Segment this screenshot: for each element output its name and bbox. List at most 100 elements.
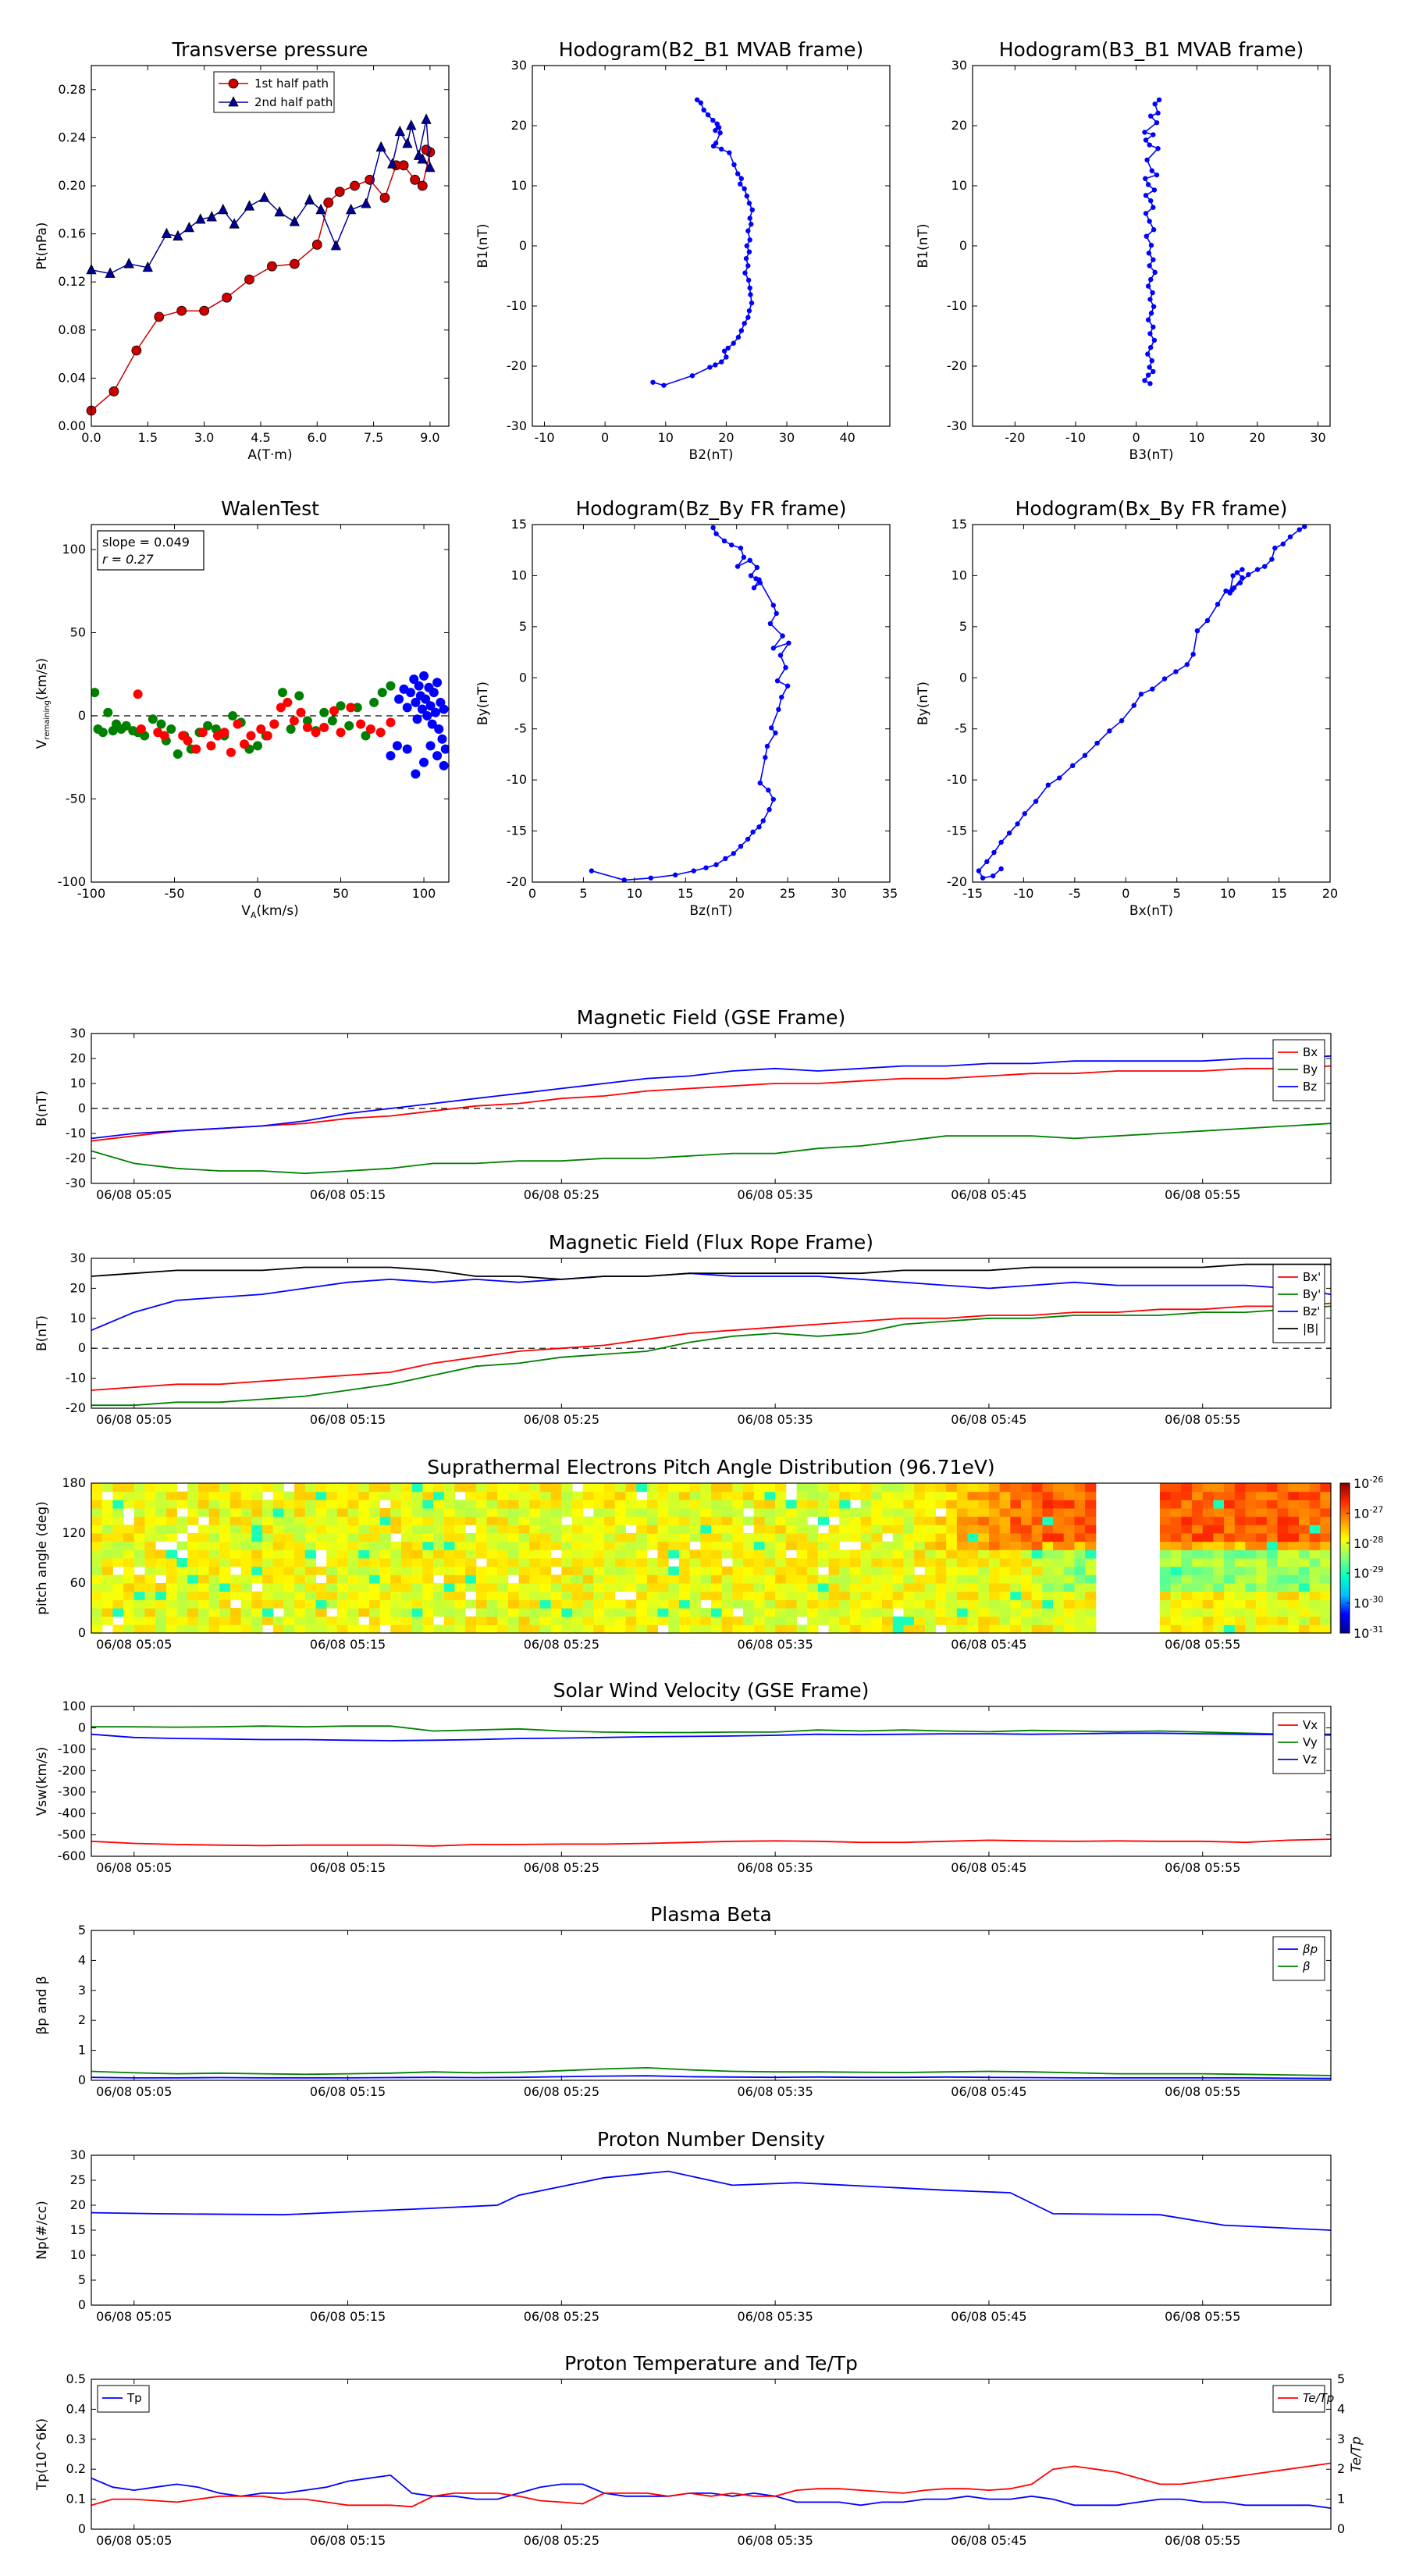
x-tick-label: -10 (1065, 430, 1086, 445)
data-point (717, 130, 723, 136)
heatmap-cell (657, 1608, 669, 1617)
heatmap-cell (1245, 1541, 1257, 1550)
heatmap-cell (625, 1608, 637, 1617)
heatmap-cell (240, 1583, 252, 1592)
heatmap-cell (604, 1558, 616, 1567)
heatmap-cell (1010, 1483, 1022, 1493)
chart-hodogram-bz-by: Hodogram(Bz_By FR frame)0 5 10 15 20 25 30 35-2… (475, 497, 898, 919)
heatmap-cell (283, 1533, 295, 1542)
heatmap-cell (999, 1608, 1011, 1617)
heatmap-cell (507, 1558, 520, 1567)
heatmap-cell (358, 1574, 370, 1584)
data-point (427, 719, 437, 729)
heatmap-cell (935, 1574, 947, 1584)
heatmap-cell (871, 1491, 883, 1500)
heatmap-cell (1181, 1525, 1193, 1534)
heatmap-cell (646, 1491, 659, 1500)
heatmap-cell (1010, 1608, 1022, 1617)
heatmap-cell (593, 1624, 605, 1634)
heatmap-cell (956, 1616, 969, 1625)
heatmap-cell (240, 1483, 252, 1493)
x-tick-label: -20 (1005, 430, 1025, 445)
chart-hodogram-b3-b1: Hodogram(B3_B1 MVAB frame)-20 -10 0 10 20 30-… (916, 38, 1331, 463)
heatmap-cell (1202, 1566, 1214, 1575)
y-tick-label: 25 (70, 2172, 86, 2187)
heatmap-cell (401, 1550, 413, 1559)
x-tick-label: 06/08 05:15 (310, 2533, 386, 2548)
heatmap-cell (1224, 1500, 1236, 1509)
x-tick-label: 06/08 05:05 (96, 1637, 172, 1652)
heatmap-cell (946, 1491, 958, 1500)
heatmap-cell (860, 1541, 872, 1550)
heatmap-cell (422, 1550, 434, 1559)
heatmap-cell (678, 1541, 691, 1550)
heatmap-cell (636, 1550, 648, 1559)
heatmap-cell (646, 1591, 659, 1600)
heatmap-cell (529, 1591, 541, 1600)
heatmap-cell (1021, 1491, 1033, 1500)
heatmap-cell (924, 1500, 936, 1509)
heatmap-cell (123, 1599, 135, 1609)
heatmap-cell (817, 1491, 830, 1500)
heatmap-cell (497, 1500, 509, 1509)
heatmap-cell (593, 1491, 605, 1500)
heatmap-cell (1010, 1516, 1022, 1525)
heatmap-cell (1181, 1566, 1193, 1575)
heatmap-cell (539, 1599, 552, 1609)
heatmap-cell (208, 1491, 220, 1500)
heatmap-cell (1053, 1616, 1065, 1625)
heatmap-cell (112, 1500, 124, 1509)
data-point (754, 564, 760, 571)
heatmap-cell (935, 1500, 947, 1509)
y-tick-label: 0 (78, 1625, 86, 1640)
data-point (713, 127, 718, 133)
heatmap-cell (550, 1525, 562, 1534)
data-point (774, 610, 779, 617)
heatmap-cell (668, 1574, 680, 1584)
data-point (744, 243, 749, 249)
heatmap-cell (390, 1516, 402, 1525)
chart-solar-wind-velocity: Solar Wind Velocity (GSE Frame)06/08 05:… (34, 1679, 1332, 1875)
heatmap-cell (796, 1591, 808, 1600)
heatmap-cell (401, 1516, 413, 1525)
heatmap-cell (454, 1574, 466, 1584)
x-tick-label: 0.0 (81, 430, 101, 445)
legend-label: 1st half path (254, 76, 329, 91)
y-tick-label: 10 (951, 178, 967, 193)
heatmap-cell (550, 1608, 562, 1617)
data-point (744, 193, 749, 199)
heatmap-cell (1031, 1491, 1043, 1500)
heatmap-cell (625, 1550, 637, 1559)
heatmap-cell (561, 1583, 573, 1592)
heatmap-cell (753, 1541, 765, 1550)
data-point (1149, 168, 1154, 173)
y-tick-label: 0.20 (58, 178, 86, 193)
heatmap-cell (486, 1624, 498, 1634)
heatmap-cell (657, 1483, 669, 1493)
heatmap-cell (347, 1608, 359, 1617)
heatmap-cell (839, 1624, 851, 1634)
heatmap-cell (785, 1558, 798, 1567)
heatmap-cell (315, 1516, 327, 1525)
heatmap-cell (497, 1558, 509, 1567)
data-point (218, 203, 229, 215)
heatmap-cell (1213, 1558, 1225, 1567)
heatmap-cell (1320, 1608, 1332, 1617)
data-point (329, 706, 340, 716)
x-tick-label: 06/08 05:35 (737, 2533, 813, 2548)
heatmap-cell (379, 1558, 391, 1567)
heatmap-cell (956, 1541, 969, 1550)
heatmap-cell (1202, 1525, 1214, 1534)
heatmap-cell (561, 1624, 573, 1634)
heatmap-cell (507, 1533, 520, 1542)
heatmap-cell (315, 1599, 327, 1609)
data-point (1006, 830, 1012, 836)
heatmap-cell (1010, 1574, 1022, 1584)
x-tick-label: 06/08 05:25 (524, 1860, 599, 1875)
heatmap-cell (892, 1508, 904, 1517)
heatmap-cell (967, 1583, 979, 1592)
heatmap-cell (347, 1533, 359, 1542)
heatmap-cell (882, 1500, 894, 1509)
heatmap-cell (336, 1616, 349, 1625)
heatmap-cell (529, 1583, 541, 1592)
